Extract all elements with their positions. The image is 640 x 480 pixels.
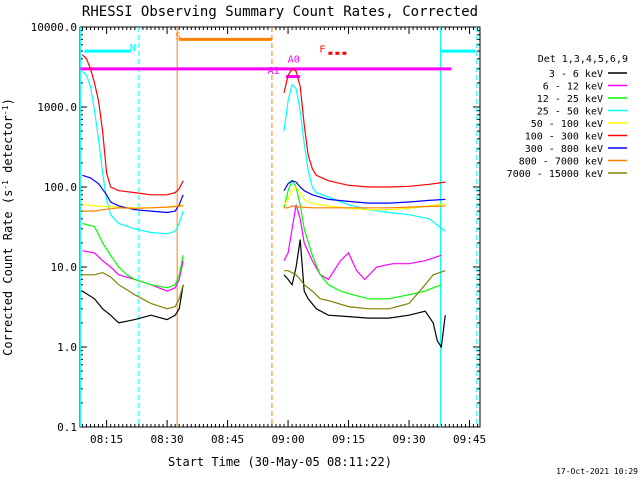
- legend-label: 3 - 6 keV: [549, 69, 603, 80]
- annotation-a0: A0: [288, 54, 300, 65]
- legend-label: 12 - 25 keV: [537, 94, 603, 105]
- annotation-a1: A1: [268, 66, 280, 77]
- series-line-0: [82, 284, 184, 324]
- annotation-n: N: [130, 43, 136, 54]
- x-tick-label: 08:30: [151, 433, 184, 446]
- plot-frame: [79, 26, 481, 428]
- x-axis-label: Start Time (30-May-05 08:11:22): [168, 455, 392, 469]
- y-tick-label: 10000.0: [31, 21, 77, 34]
- series-line-1: [283, 204, 442, 281]
- x-tick-label: 09:45: [453, 433, 486, 446]
- legend-label: 25 - 50 keV: [537, 107, 603, 118]
- event-markers: N S A1 A0 F: [79, 27, 478, 427]
- annotation-f: F: [319, 45, 325, 56]
- legend-label: 800 - 7000 keV: [519, 157, 603, 168]
- y-tick-label: 0.1: [57, 421, 77, 434]
- x-tick-label: 08:45: [211, 433, 244, 446]
- legend-label: 6 - 12 keV: [543, 82, 603, 93]
- series-line-2: [283, 179, 442, 300]
- series-line-2: [82, 222, 184, 289]
- x-tick-label: 09:30: [392, 433, 425, 446]
- y-axis-ticks: 0.1 1.0 10.0 100.0 1000.0 10000.0: [31, 21, 480, 434]
- series-line-3: [81, 70, 184, 235]
- y-axis-label: Corrected Count Rate (s-1 detector-1): [1, 98, 15, 356]
- legend-label: 7000 - 15000 keV: [507, 169, 603, 180]
- series-line-6: [283, 180, 446, 204]
- data-series: [81, 54, 446, 349]
- x-axis-ticks: 08:15 08:30 08:45 09:00 09:15 09:30 09:45: [81, 27, 486, 446]
- series-line-3: [283, 83, 446, 232]
- legend-label: 300 - 800 keV: [525, 144, 603, 155]
- y-tick-label: 1.0: [57, 341, 77, 354]
- y-tick-label: 100.0: [44, 181, 77, 194]
- series-line-8: [284, 270, 446, 310]
- annotation-s: S: [175, 31, 181, 42]
- legend-label: 100 - 300 keV: [525, 132, 603, 143]
- series-line-5: [81, 54, 184, 196]
- series-line-0: [283, 239, 446, 349]
- x-tick-label: 09:00: [272, 433, 305, 446]
- timestamp-label: 17-Oct-2021 10:29: [556, 467, 638, 476]
- chart-title: RHESSI Observing Summary Count Rates, Co…: [82, 4, 478, 20]
- legend-label: 50 - 100 keV: [531, 119, 603, 130]
- series-line-7: [82, 205, 184, 212]
- series-line-8: [82, 271, 184, 310]
- y-tick-label: 1000.0: [37, 101, 77, 114]
- x-tick-label: 08:15: [90, 433, 123, 446]
- x-tick-label: 09:15: [332, 433, 365, 446]
- series-line-1: [82, 250, 184, 292]
- series-line-7: [284, 205, 446, 209]
- legend-title: Det 1,3,4,5,6,9: [538, 54, 628, 65]
- y-tick-label: 10.0: [51, 261, 78, 274]
- series-line-5: [283, 67, 446, 188]
- series-line-4: [283, 186, 446, 211]
